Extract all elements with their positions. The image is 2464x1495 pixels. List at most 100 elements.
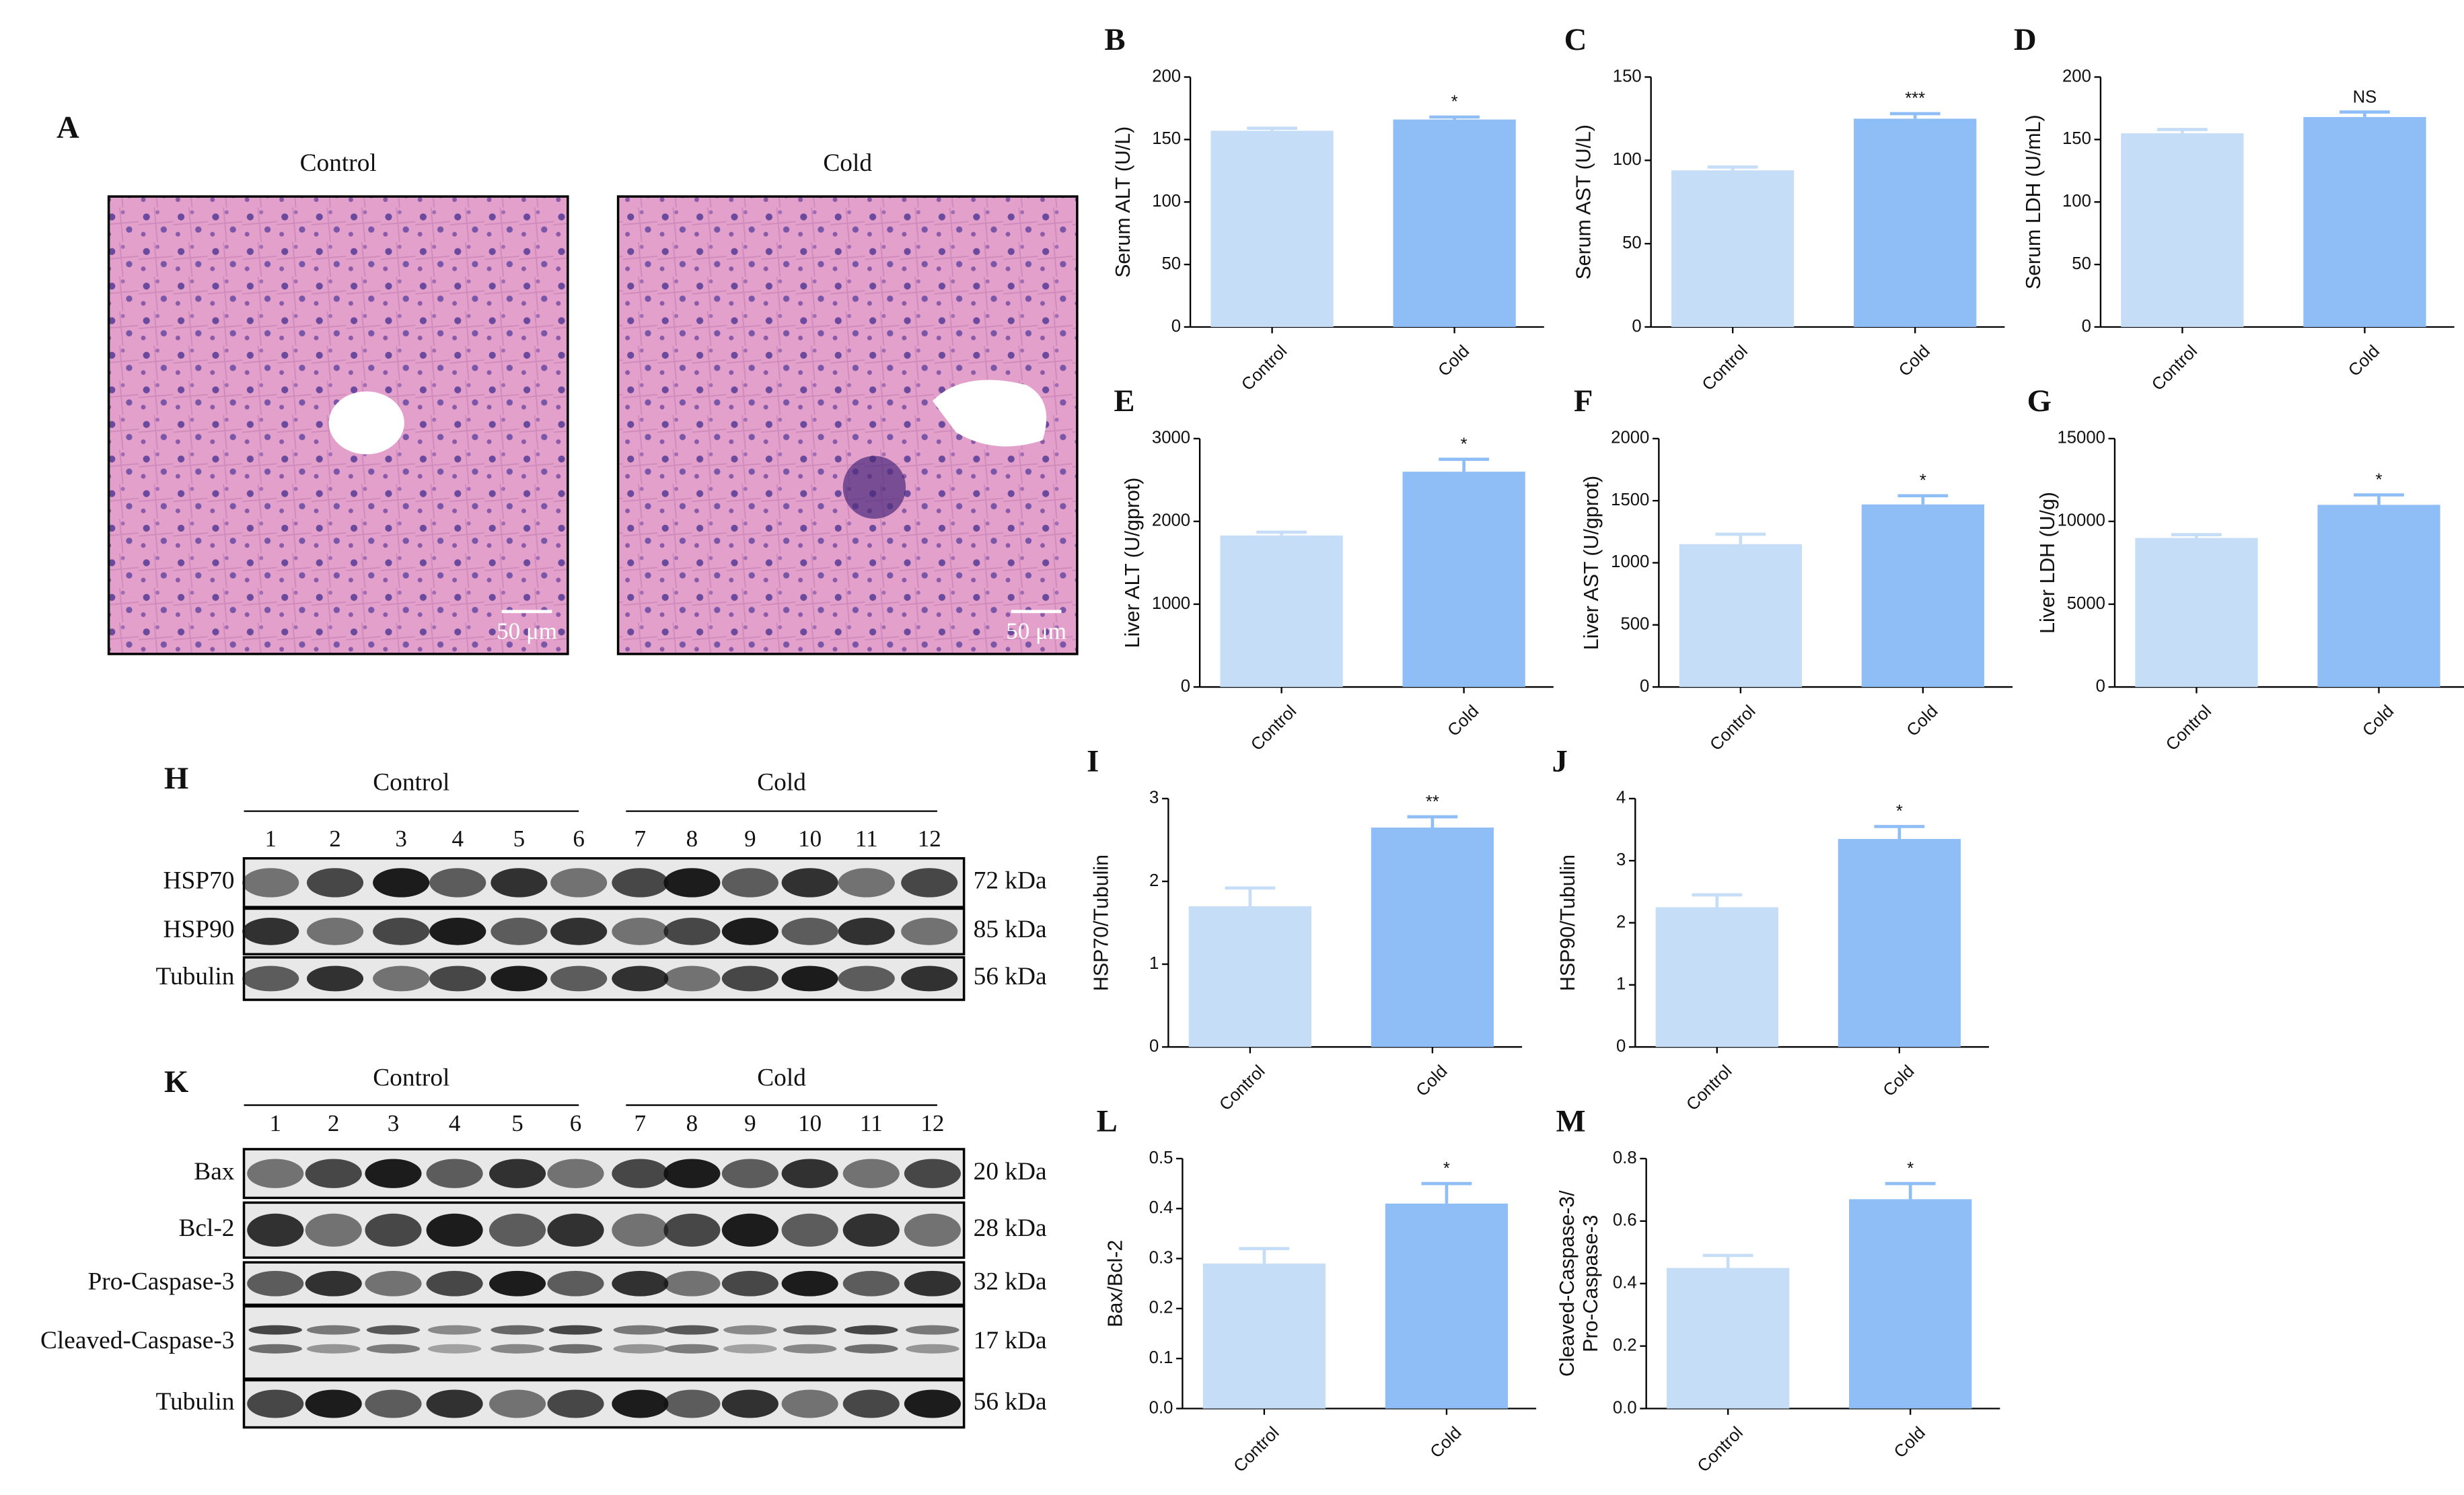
- lane-number: 3: [395, 826, 407, 852]
- band: [783, 1325, 837, 1335]
- band: [904, 1270, 961, 1297]
- significance: *: [1443, 1159, 1450, 1178]
- panel-letter: E: [1114, 384, 1134, 418]
- y-tick-label: 3000: [1152, 429, 1190, 447]
- x-tick-label: Cold: [1426, 1423, 1465, 1461]
- lane-number: 4: [449, 1110, 461, 1136]
- panel-letter: B: [1104, 22, 1125, 57]
- band: [491, 965, 548, 992]
- bar: [2303, 116, 2426, 327]
- lane-number: 3: [388, 1110, 400, 1136]
- band: [373, 918, 430, 945]
- y-tick-label: 0: [1171, 317, 1181, 336]
- band: [723, 1325, 777, 1335]
- panel-letter: I: [1087, 743, 1099, 778]
- y-tick-label: 100: [1152, 192, 1181, 211]
- bar: [1385, 1203, 1509, 1409]
- y-tick-label: 1000: [1152, 594, 1190, 613]
- band: [306, 868, 364, 898]
- band: [489, 1213, 546, 1247]
- lane-number: 10: [798, 1110, 822, 1136]
- lane-number: 5: [511, 1110, 523, 1136]
- bar: [1854, 118, 1977, 327]
- band: [901, 868, 958, 898]
- band: [247, 1270, 304, 1297]
- panel-letter: M: [1556, 1103, 1585, 1138]
- band: [242, 918, 299, 945]
- row-label: Pro-Caspase-3: [88, 1268, 235, 1295]
- band: [491, 1344, 544, 1354]
- band: [550, 965, 608, 992]
- x-tick-label: Control: [2163, 702, 2215, 754]
- band: [247, 1159, 304, 1188]
- band: [247, 1389, 304, 1418]
- image-title: Cold: [823, 149, 872, 177]
- y-axis-label: Bax/Bcl-2: [1104, 1240, 1126, 1327]
- band: [906, 1344, 959, 1354]
- y-tick-label: 150: [1613, 67, 1642, 85]
- panel-letter: C: [1564, 22, 1587, 57]
- significance: NS: [2353, 87, 2377, 106]
- band: [489, 1159, 546, 1188]
- band: [612, 918, 669, 945]
- row-label: Bax: [194, 1158, 235, 1186]
- x-tick-label: Cold: [1879, 1062, 1918, 1100]
- band: [305, 1270, 362, 1297]
- band: [612, 868, 669, 898]
- lane-number: 1: [264, 826, 277, 852]
- y-tick-label: 1000: [1611, 552, 1649, 571]
- x-tick-label: Cold: [1891, 1423, 1929, 1461]
- lane-number: 12: [918, 826, 941, 852]
- band: [663, 1389, 721, 1418]
- band: [663, 1270, 721, 1297]
- band: [306, 1325, 361, 1335]
- y-tick-label: 0.0: [1613, 1398, 1637, 1417]
- band: [613, 1344, 667, 1354]
- x-tick-label: Cold: [1903, 702, 1941, 740]
- row-size: 20 kDa: [974, 1158, 1047, 1186]
- band: [721, 918, 778, 945]
- y-axis-label: Cleaved-Caspase-3/: [1556, 1190, 1579, 1377]
- x-tick-label: Control: [2148, 342, 2201, 394]
- band: [547, 1159, 604, 1188]
- y-tick-label: 150: [2062, 129, 2091, 148]
- band: [612, 1270, 669, 1297]
- y-tick-label: 50: [2072, 254, 2091, 273]
- y-tick-label: 10000: [2057, 511, 2105, 530]
- y-tick-label: 2: [1149, 871, 1159, 890]
- x-tick-label: Cold: [2359, 702, 2397, 740]
- y-axis-label: Liver LDH (U/g): [2037, 492, 2059, 634]
- band: [491, 1325, 544, 1335]
- band: [489, 1389, 546, 1418]
- band: [491, 918, 548, 945]
- y-axis-label: HSP70/Tubulin: [1090, 854, 1112, 991]
- y-tick-label: 0: [1632, 317, 1641, 336]
- row-label: HSP90: [164, 916, 235, 943]
- band: [838, 918, 895, 945]
- bar: [2121, 133, 2244, 327]
- band: [904, 1159, 961, 1188]
- y-axis-label: Liver ALT (U/gprot): [1122, 478, 1144, 649]
- band: [612, 1159, 669, 1188]
- band: [783, 1344, 837, 1354]
- x-tick-label: Cold: [1412, 1062, 1451, 1100]
- y-axis-label: Serum AST (U/L): [1573, 124, 1595, 280]
- group-label: Control: [373, 768, 449, 796]
- significance: *: [1907, 1159, 1914, 1178]
- band: [663, 965, 721, 992]
- scale-bar-label: 50 μm: [1006, 618, 1066, 645]
- bar: [1655, 907, 1778, 1048]
- lane-number: 8: [686, 826, 698, 852]
- row-label: Tubulin: [155, 1388, 234, 1416]
- band: [663, 1213, 721, 1247]
- band: [906, 1325, 959, 1335]
- x-tick-label: Cold: [1895, 342, 1934, 380]
- band: [781, 868, 838, 898]
- row-size: 56 kDa: [974, 1388, 1047, 1416]
- y-tick-label: 0.2: [1149, 1299, 1173, 1317]
- lane-number: 11: [855, 826, 878, 852]
- band: [547, 1389, 604, 1418]
- band: [248, 1325, 302, 1335]
- y-tick-label: 4: [1616, 789, 1626, 807]
